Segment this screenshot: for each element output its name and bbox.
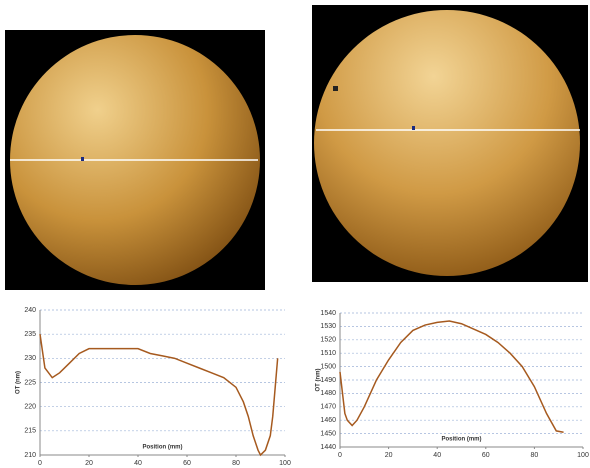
data-line — [340, 321, 564, 432]
x-tick-label: 40 — [134, 460, 142, 467]
x-tick-label: 0 — [338, 452, 342, 459]
y-tick-label: 1450 — [320, 430, 336, 437]
y-tick-label: 215 — [24, 428, 36, 435]
x-tick-label: 0 — [38, 460, 42, 467]
y-tick-label: 1460 — [320, 417, 336, 424]
x-tick-label: 20 — [85, 460, 93, 467]
y-tick-label: 1490 — [320, 377, 336, 384]
x-tick-label: 80 — [531, 452, 539, 459]
x-tick-label: 20 — [385, 452, 393, 459]
y-axis-label: OT (nm) — [16, 371, 22, 394]
y-tick-label: 1530 — [320, 323, 336, 330]
y-tick-label: 1520 — [320, 337, 336, 344]
y-tick-label: 210 — [24, 452, 36, 459]
x-tick-label: 80 — [232, 460, 240, 467]
y-tick-label: 240 — [24, 307, 36, 314]
y-tick-label: 1500 — [320, 363, 336, 370]
y-tick-label: 235 — [24, 331, 36, 338]
wafer-map-right — [312, 5, 588, 282]
x-axis-label: Position (mm) — [442, 437, 482, 443]
y-tick-label: 225 — [24, 379, 36, 386]
x-tick-label: 100 — [577, 452, 589, 459]
x-tick-label: 60 — [183, 460, 191, 467]
y-tick-label: 1470 — [320, 404, 336, 411]
y-axis-label: OT (nm) — [316, 369, 322, 392]
x-tick-label: 100 — [279, 460, 291, 467]
y-tick-label: 1480 — [320, 390, 336, 397]
y-tick-label: 1540 — [320, 310, 336, 317]
x-axis-label: Position (mm) — [143, 445, 183, 451]
x-tick-label: 40 — [433, 452, 441, 459]
x-tick-label: 60 — [482, 452, 490, 459]
y-tick-label: 230 — [24, 355, 36, 362]
page: 210 215 220 225 230 235 240 0 20 40 60 80 100 Positio… — [0, 0, 590, 468]
y-tick-label: 1440 — [320, 444, 336, 451]
data-line — [40, 334, 278, 455]
y-tick-label: 220 — [24, 404, 36, 411]
y-tick-label: 1510 — [320, 350, 336, 357]
wafer-map-left — [5, 30, 265, 290]
